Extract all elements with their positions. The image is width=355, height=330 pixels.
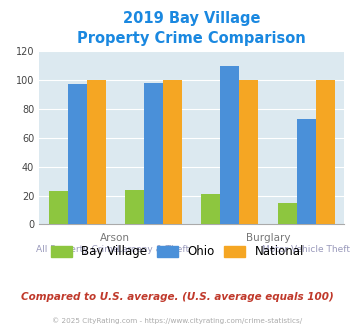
Text: Burglary: Burglary xyxy=(246,233,290,243)
Bar xyxy=(220,66,239,224)
Bar xyxy=(163,80,182,224)
Bar xyxy=(144,83,163,224)
Bar xyxy=(239,80,258,224)
Text: All Property Crime: All Property Crime xyxy=(36,245,119,254)
Bar xyxy=(125,190,144,224)
Bar xyxy=(87,80,106,224)
Legend: Bay Village, Ohio, National: Bay Village, Ohio, National xyxy=(46,241,309,263)
Text: Motor Vehicle Theft: Motor Vehicle Theft xyxy=(262,245,350,254)
Bar xyxy=(201,194,220,224)
Title: 2019 Bay Village
Property Crime Comparison: 2019 Bay Village Property Crime Comparis… xyxy=(77,11,306,46)
Text: Arson: Arson xyxy=(100,233,130,243)
Bar xyxy=(49,191,68,224)
Bar xyxy=(68,84,87,224)
Text: Larceny & Theft: Larceny & Theft xyxy=(118,245,190,254)
Text: Compared to U.S. average. (U.S. average equals 100): Compared to U.S. average. (U.S. average … xyxy=(21,292,334,302)
Bar xyxy=(278,203,297,224)
Text: © 2025 CityRating.com - https://www.cityrating.com/crime-statistics/: © 2025 CityRating.com - https://www.city… xyxy=(53,317,302,324)
Bar xyxy=(316,80,335,224)
Bar xyxy=(297,119,316,224)
